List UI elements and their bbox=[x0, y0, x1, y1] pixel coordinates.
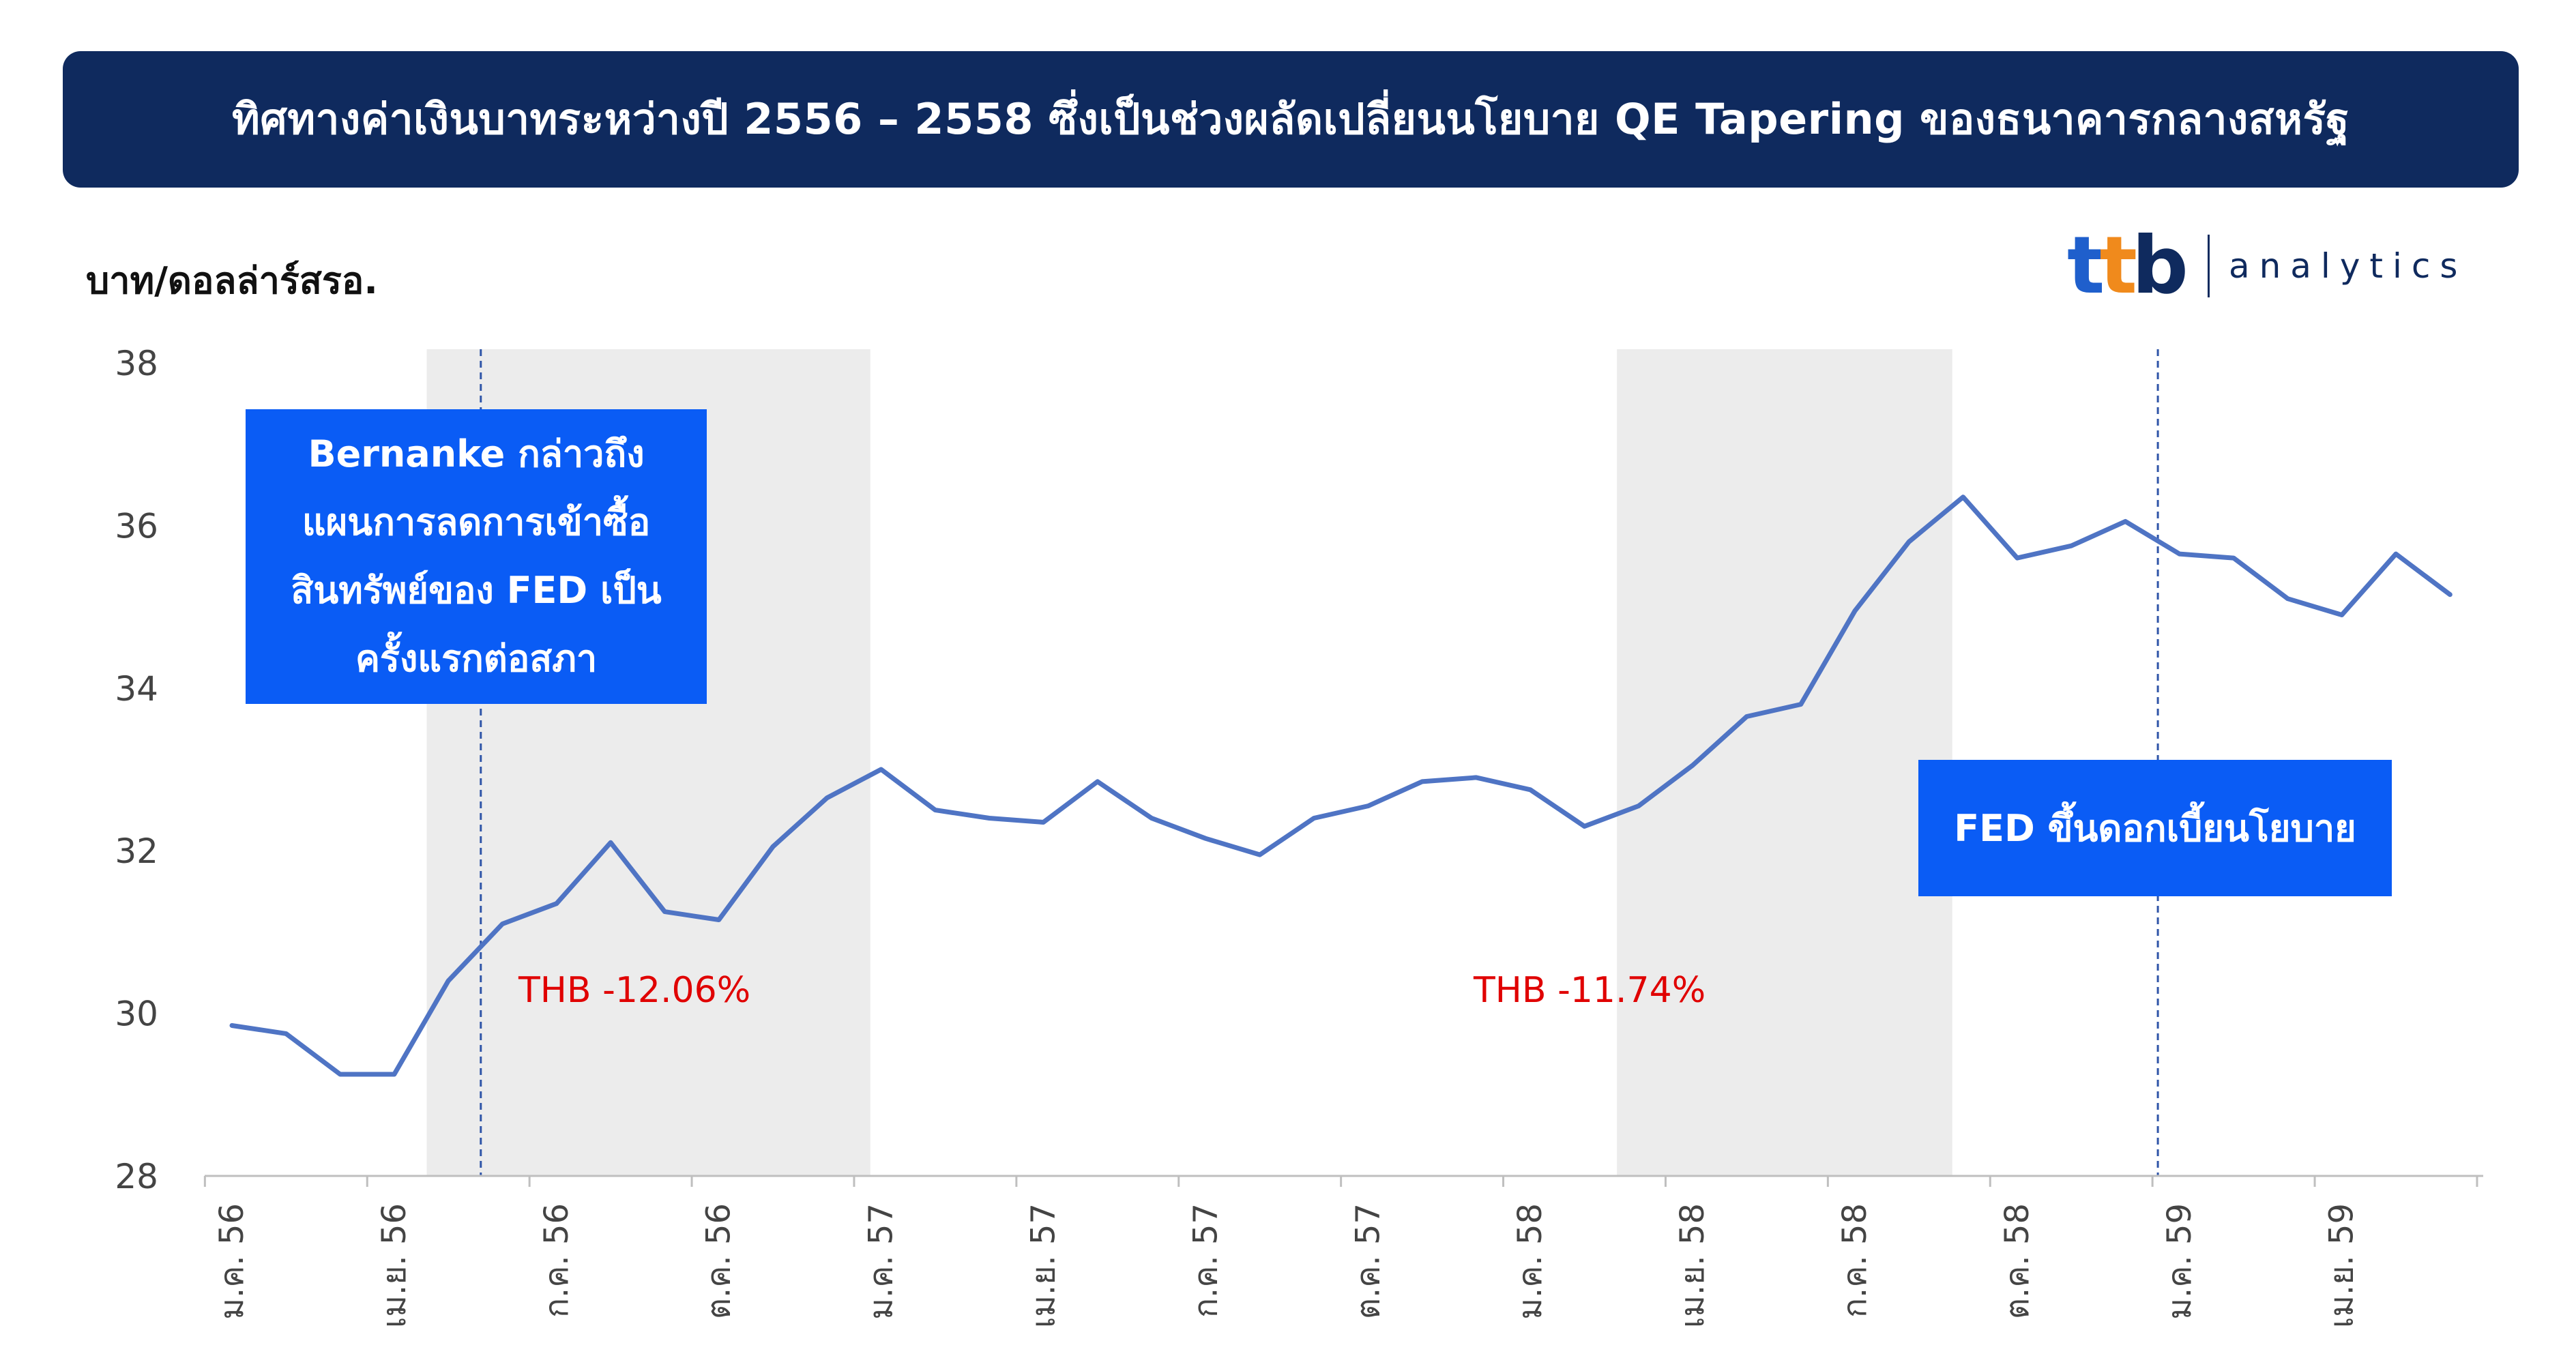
data-point-37 bbox=[2231, 556, 2236, 561]
data-point-33 bbox=[2015, 556, 2019, 561]
data-point-40 bbox=[2394, 552, 2398, 557]
data-point-3 bbox=[392, 1072, 396, 1076]
data-point-25 bbox=[1582, 824, 1587, 829]
x-tick-label-3: ต.ค. 56 bbox=[700, 1203, 738, 1319]
data-point-15 bbox=[1041, 820, 1046, 825]
x-tick-label-11: ต.ค. 58 bbox=[1998, 1203, 2036, 1319]
usd-thb-series-line bbox=[229, 495, 2453, 1077]
data-point-12 bbox=[879, 767, 883, 771]
data-point-0 bbox=[230, 1023, 234, 1028]
callout-bernanke: Bernanke กล่าวถึง แผนการลดการเข้าซื้อ สิ… bbox=[246, 409, 707, 704]
logo-analytics-text: analytics bbox=[2228, 246, 2468, 286]
callout-fed-hike-text: FED ขึ้นดอกเบี้ยนโยบาย bbox=[1954, 807, 2356, 850]
x-tick-label-13: เม.ย. 59 bbox=[2323, 1203, 2361, 1328]
callout-bernanke-text: Bernanke กล่าวถึง แผนการลดการเข้าซื้อ สิ… bbox=[291, 432, 662, 680]
y-tick-label-3: 34 bbox=[115, 669, 158, 709]
data-point-17 bbox=[1150, 816, 1154, 821]
x-tick-label-1: เม.ย. 56 bbox=[375, 1203, 413, 1328]
data-point-19 bbox=[1257, 853, 1262, 857]
period-2-change-label: THB -11.74% bbox=[1474, 970, 1706, 1011]
data-point-28 bbox=[1744, 714, 1749, 719]
data-point-13 bbox=[933, 808, 937, 812]
y-axis-label: บาท/ดอลล่าร์สรอ. bbox=[86, 259, 378, 302]
data-point-14 bbox=[987, 816, 992, 821]
data-point-41 bbox=[2448, 592, 2453, 597]
data-point-9 bbox=[716, 917, 721, 922]
data-point-7 bbox=[609, 840, 613, 845]
data-point-18 bbox=[1203, 836, 1208, 841]
x-tick-label-0: ม.ค. 56 bbox=[213, 1203, 251, 1320]
data-point-4 bbox=[446, 978, 451, 983]
ttb-analytics-logo: ttb analytics bbox=[2067, 225, 2467, 307]
y-tick-label-0: 28 bbox=[115, 1157, 158, 1196]
data-point-38 bbox=[2285, 596, 2290, 601]
period-1-change-label: THB -12.06% bbox=[518, 970, 751, 1011]
data-point-6 bbox=[554, 901, 559, 906]
data-point-20 bbox=[1312, 816, 1316, 821]
chart-title: ทิศทางค่าเงินบาทระหว่างปี 2556 – 2558 ซึ… bbox=[232, 94, 2350, 144]
x-tick-label-6: ก.ค. 57 bbox=[1186, 1203, 1225, 1318]
x-tick-label-5: เม.ย. 57 bbox=[1025, 1203, 1063, 1328]
x-tick-label-10: ก.ค. 58 bbox=[1836, 1203, 1874, 1318]
data-point-35 bbox=[2123, 519, 2128, 524]
title-bar: ทิศทางค่าเงินบาทระหว่างปี 2556 – 2558 ซึ… bbox=[63, 51, 2519, 188]
data-point-1 bbox=[284, 1031, 289, 1036]
data-point-31 bbox=[1907, 540, 1912, 544]
x-tick-label-7: ต.ค. 57 bbox=[1349, 1203, 1387, 1319]
x-tick-label-12: ม.ค. 59 bbox=[2161, 1203, 2199, 1320]
data-point-24 bbox=[1528, 787, 1533, 792]
x-tick-label-8: ม.ค. 58 bbox=[1511, 1203, 1549, 1320]
x-tick-label-4: ม.ค. 57 bbox=[862, 1203, 901, 1320]
x-tick-label-2: ก.ค. 56 bbox=[538, 1203, 576, 1318]
data-point-26 bbox=[1636, 804, 1641, 808]
data-point-39 bbox=[2339, 613, 2344, 617]
data-point-32 bbox=[1961, 495, 1965, 499]
data-point-23 bbox=[1474, 775, 1478, 780]
y-tick-label-4: 36 bbox=[115, 506, 158, 546]
data-point-21 bbox=[1366, 804, 1371, 808]
logo-divider bbox=[2207, 235, 2210, 297]
y-tick-label-1: 30 bbox=[115, 994, 158, 1034]
callout-fed-hike: FED ขึ้นดอกเบี้ยนโยบาย bbox=[1918, 760, 2392, 896]
y-tick-label-2: 32 bbox=[115, 831, 158, 871]
data-point-22 bbox=[1420, 779, 1424, 784]
ttb-logo-mark: ttb bbox=[2067, 220, 2189, 312]
shaded-period-2 bbox=[1617, 349, 1952, 1176]
data-point-10 bbox=[771, 844, 775, 849]
data-point-29 bbox=[1798, 702, 1803, 707]
x-tick-label-9: เม.ย. 58 bbox=[1673, 1203, 1712, 1328]
data-point-11 bbox=[825, 795, 830, 800]
data-point-30 bbox=[1853, 608, 1857, 613]
data-point-34 bbox=[2069, 544, 2074, 548]
data-point-36 bbox=[2177, 552, 2182, 557]
data-point-16 bbox=[1095, 779, 1100, 784]
data-point-2 bbox=[338, 1072, 342, 1076]
data-point-27 bbox=[1690, 763, 1695, 768]
data-point-5 bbox=[500, 922, 505, 926]
data-point-8 bbox=[662, 909, 667, 914]
y-tick-label-5: 38 bbox=[115, 344, 158, 383]
